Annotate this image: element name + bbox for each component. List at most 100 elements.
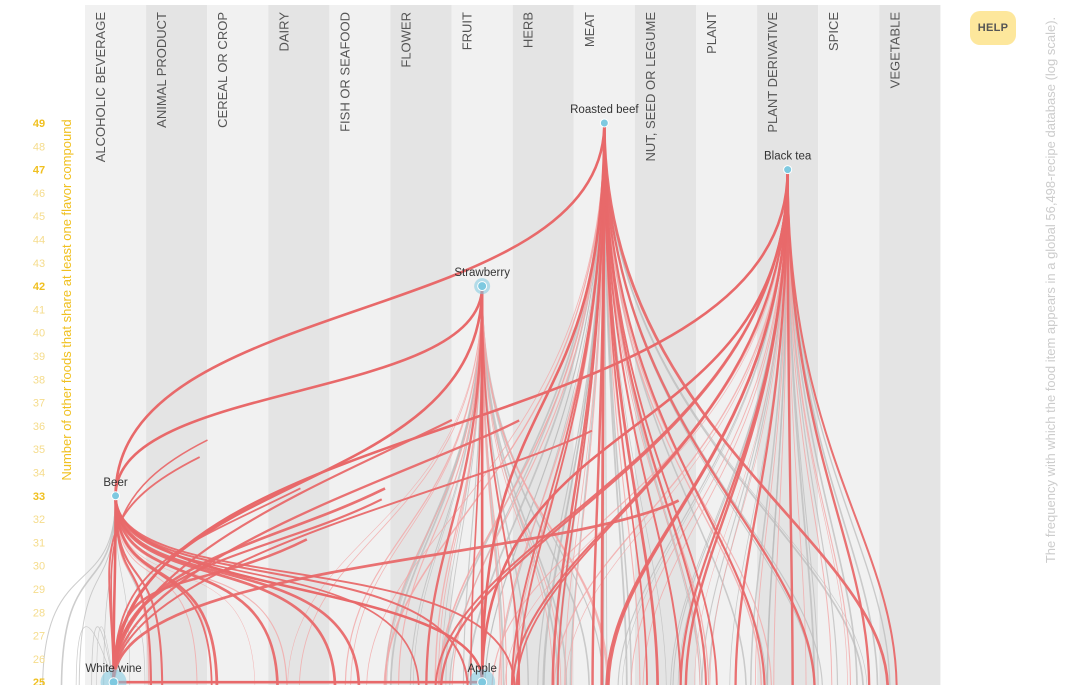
soft-link [350,286,483,685]
category-label-animal-product: ANIMAL PRODUCT [154,12,169,128]
fan-link [112,499,680,683]
fan-link [112,429,593,683]
fan-link [440,169,789,685]
y-tick-25: 25 [33,677,45,685]
y-tick-40: 40 [33,328,45,340]
y-tick-49: 49 [33,118,45,130]
soft-link [115,495,198,685]
node-black-tea[interactable] [783,165,793,175]
highlight-links [108,122,898,685]
fan-link [786,169,871,685]
soft-link [787,169,833,685]
fan-link [112,538,308,683]
y-tick-39: 39 [33,351,45,363]
node-label-beer: Beer [103,477,127,489]
category-label-fruit: FRUIT [460,12,475,50]
link-white-wine-strawberry [112,286,484,683]
y-tick-44: 44 [33,235,45,247]
soft-link [630,169,789,685]
category-label-meat: MEAT [582,12,597,47]
column-vegetable [879,5,941,685]
fan-link [481,286,521,685]
fan-link [110,439,208,683]
y-tick-46: 46 [33,188,45,200]
node-label-black-tea: Black tea [764,151,812,163]
fan-link [112,419,520,683]
node-white-wine[interactable] [108,677,119,685]
y-tick-35: 35 [33,444,45,456]
node-strawberry[interactable] [477,281,488,292]
fan-link [602,122,889,685]
category-label-flower: FLOWER [399,12,414,68]
soft-link [385,286,483,685]
node-label-strawberry: Strawberry [454,267,510,279]
fan-link [551,122,606,685]
fan-link [114,495,219,685]
fan-link [786,169,794,685]
y-tick-28: 28 [33,607,45,619]
category-label-cereal-or-crop: CEREAL OR CROP [215,12,230,128]
node-label-white-wine: White wine [85,663,141,675]
node-label-apple: Apple [467,663,496,675]
gray-link [42,495,117,685]
soft-link [481,286,562,685]
category-label-plant: PLANT [704,12,719,54]
column-spice [818,5,880,685]
node-label-roasted-beef: Roasted beef [570,104,639,116]
fan-link [425,286,484,685]
y-tick-41: 41 [33,304,45,316]
y-tick-30: 30 [33,561,45,573]
soft-link [787,169,848,685]
fan-link [112,487,386,683]
fan-link [605,169,789,685]
fan-link [603,122,707,685]
fan-link [734,169,789,685]
y-tick-32: 32 [33,514,45,526]
fan-link [469,286,483,685]
node-roasted-beef[interactable] [599,118,609,128]
column-herb [512,5,574,685]
link-apple-roasted-beef [480,122,606,683]
link-beer-roasted-beef [114,122,606,496]
node-halo-apple [469,669,496,685]
soft-link [366,122,605,685]
soft-link [642,169,789,685]
fan-link [114,495,360,685]
category-label-nut-seed-or-legume: NUT, SEED OR LEGUME [643,12,658,162]
gray-link [60,495,117,685]
node-beer[interactable] [111,491,121,501]
y-tick-36: 36 [33,421,45,433]
category-label-fish-or-seafood: FISH OR SEAFOOD [337,12,352,132]
column-flower [390,5,452,685]
category-label-herb: HERB [521,12,536,48]
category-label-alcoholic-beverage: ALCOHOLIC BEVERAGE [93,12,108,163]
y-tick-48: 48 [33,141,45,153]
soft-link [299,286,483,685]
y-axis-ticks: 25 26 27 28 29 30 31 32 33 34 35 36 37 38 39 40 41 42 43 44… [33,118,45,685]
y-tick-43: 43 [33,258,45,270]
y-tick-34: 34 [33,468,45,480]
help-button[interactable]: HELP [970,11,1016,45]
soft-link [491,169,789,685]
node-apple[interactable] [477,677,488,685]
frequency-note: The frequency with which the food item a… [1043,17,1058,563]
gray-link [484,122,605,685]
fan-link [603,122,816,685]
y-tick-38: 38 [33,374,45,386]
y-axis-title: Number of other foods that share at leas… [59,119,74,480]
y-tick-37: 37 [33,398,45,410]
category-label-vegetable: VEGETABLE [887,12,902,89]
y-tick-29: 29 [33,584,45,596]
fan-link [603,122,766,685]
fan-link [600,122,606,685]
y-tick-27: 27 [33,631,45,643]
soft-link [287,286,483,685]
soft-link [553,169,789,685]
fan-link [511,169,789,685]
fan-link [114,495,420,685]
fan-link [679,169,789,685]
y-tick-42: 42 [33,281,45,293]
gray-link [481,286,568,685]
fan-link [114,495,279,685]
